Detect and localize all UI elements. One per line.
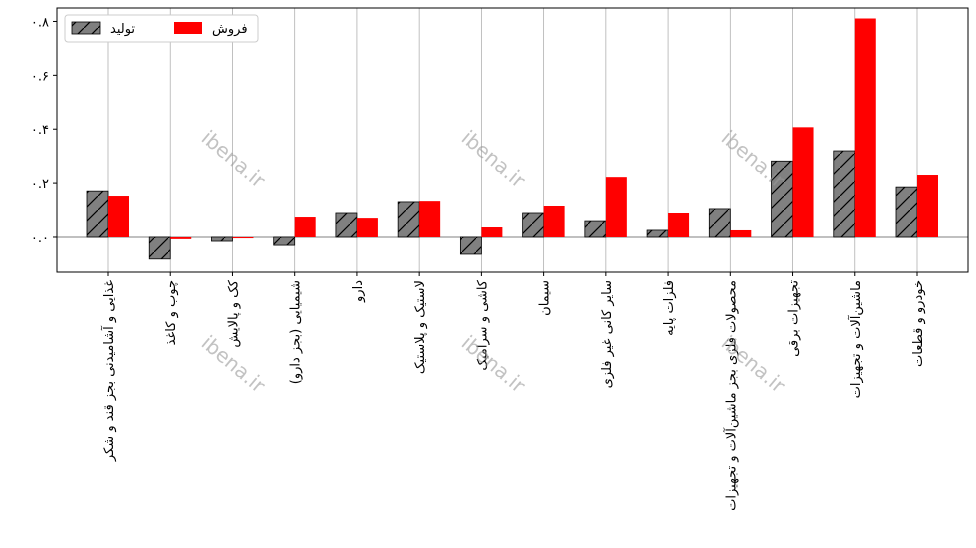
bar-hatch — [86, 190, 109, 238]
y-tick-label: ۰.۰ — [31, 231, 49, 246]
x-tick-label: لاستیک و پلاستیک — [413, 280, 428, 374]
legend-swatch — [174, 22, 202, 34]
watermark: ibena.ir — [717, 125, 791, 192]
bar-hatch — [833, 150, 856, 238]
legend-box — [64, 14, 259, 43]
x-tick-label: شیمیایی (بجز دارو) — [289, 280, 304, 384]
bar-hatch — [397, 201, 420, 238]
y-tick-label: ۰.۶ — [31, 69, 49, 84]
bar — [668, 213, 690, 237]
bar — [108, 196, 129, 237]
bar-hatch — [148, 236, 171, 260]
y-tick-label: ۰.۸ — [31, 15, 49, 30]
x-tick-label: خودرو و قطعات — [911, 280, 926, 367]
legend-label: تولید — [110, 22, 135, 37]
x-tick-label: کاشی و سرامیک — [475, 279, 490, 370]
legend: تولید فروش — [64, 14, 259, 43]
bar — [294, 217, 316, 237]
watermark: ibena.ir — [457, 330, 531, 397]
bar — [605, 177, 627, 237]
x-tick-label: ماشین‌آلات و تجهیزات — [847, 280, 864, 398]
bar-hatch — [335, 212, 358, 238]
bar — [419, 201, 441, 237]
legend-hatch — [71, 21, 101, 35]
x-tick-label: تجهیزات برقی — [787, 280, 802, 357]
bar — [917, 175, 938, 237]
bar — [232, 236, 254, 239]
bar-hatch — [459, 236, 482, 255]
x-tick-label: فلزات پایه — [662, 280, 677, 336]
bar-hatch — [522, 212, 545, 238]
bar-hatch — [895, 186, 918, 238]
plot-frame — [56, 7, 969, 273]
watermark: ibena.ir — [197, 125, 271, 192]
x-tick-label: کک و پالایش — [226, 279, 241, 347]
y-tick-label: ۰.۴ — [31, 123, 49, 138]
bar-hatch — [646, 229, 669, 238]
bar-hatch — [708, 208, 731, 238]
bar — [854, 18, 876, 237]
bar — [543, 206, 565, 237]
watermark: ibena.ir — [457, 125, 531, 192]
bar-hatch — [273, 236, 296, 246]
bar-hatch — [584, 220, 607, 238]
bar — [170, 236, 192, 239]
x-tick-label: غذایی و آشامیدنی بجز قند و شکر — [100, 280, 117, 462]
x-tick-label: محصولات فلزی بجز ماشین‌آلات و تجهیزات — [722, 280, 739, 511]
x-tick-label: سایر کانی غیر فلزی — [600, 280, 615, 388]
bar — [730, 229, 752, 237]
bar — [792, 127, 814, 237]
y-tick-label: ۰.۲ — [31, 177, 49, 192]
bar-hatch — [211, 236, 233, 242]
legend-label: فروش — [212, 22, 248, 37]
x-tick-label: دارو — [351, 280, 366, 303]
bar — [356, 218, 378, 237]
x-tick-label: سیمان — [538, 280, 553, 316]
x-tick-label: چوب و کاغذ — [164, 280, 179, 345]
bar — [481, 227, 503, 237]
